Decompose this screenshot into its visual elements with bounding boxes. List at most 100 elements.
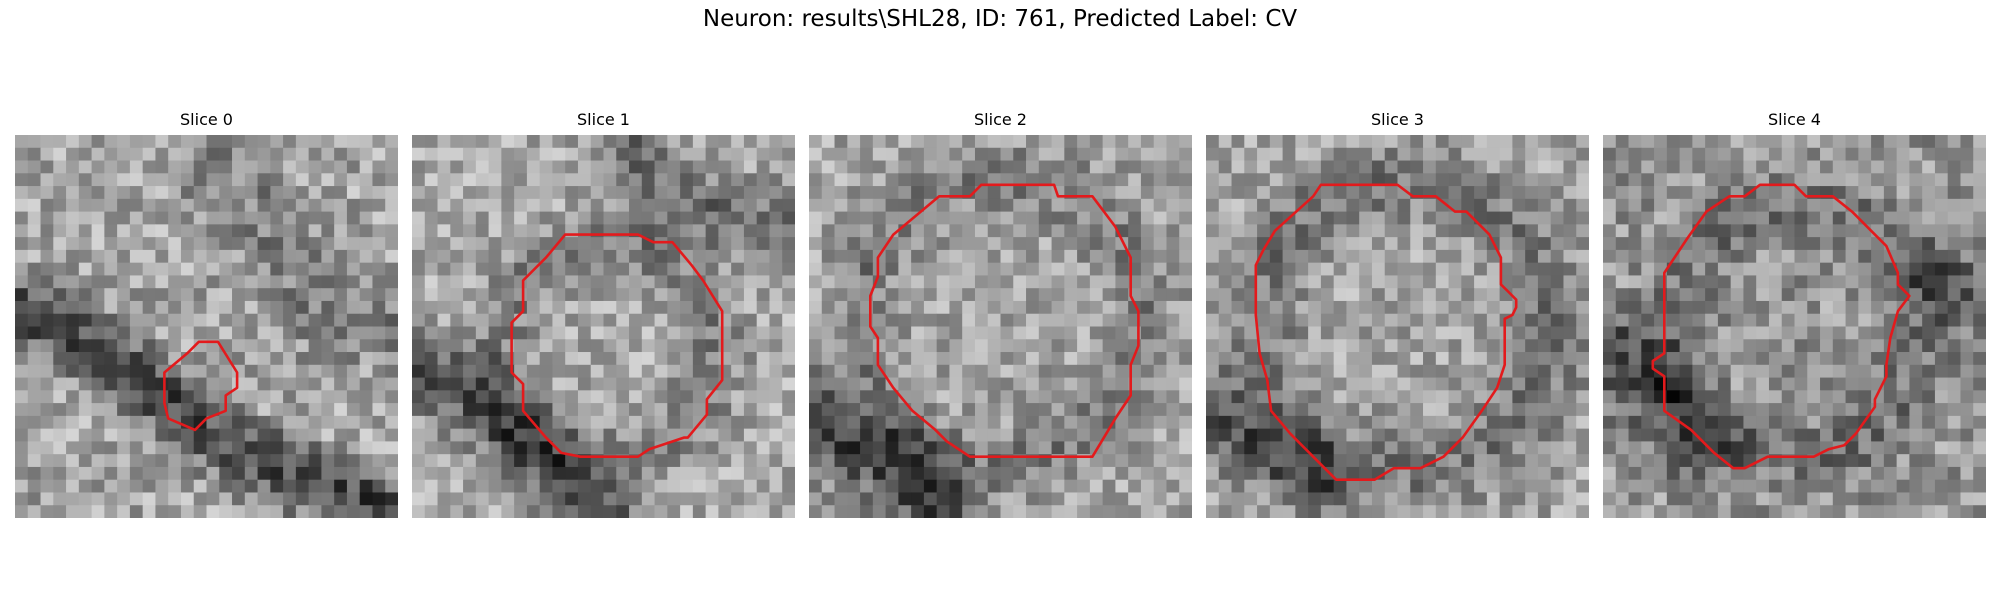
pixel: [1397, 300, 1411, 315]
pixel: [27, 173, 41, 187]
pixel: [590, 505, 604, 518]
pixel: [974, 428, 989, 442]
pixel: [1000, 186, 1014, 200]
pixel: [1512, 249, 1526, 264]
pixel: [1525, 275, 1539, 289]
pixel: [1641, 160, 1655, 174]
pixel: [1845, 288, 1859, 302]
pixel: [295, 262, 310, 276]
pixel: [295, 415, 310, 430]
pixel: [809, 313, 823, 327]
pixel: [1666, 364, 1680, 378]
pixel: [1832, 173, 1846, 187]
pixel: [1705, 390, 1719, 404]
pixel: [898, 186, 912, 200]
pixel: [1563, 160, 1577, 174]
pixel: [1115, 390, 1129, 404]
pixel: [308, 300, 322, 315]
pixel: [475, 224, 489, 238]
pixel: [539, 160, 553, 174]
pixel: [577, 326, 592, 340]
pixel: [1295, 173, 1309, 187]
pixel: [743, 377, 758, 391]
pixel: [1384, 147, 1398, 161]
pixel: [1077, 479, 1091, 493]
pixel: [334, 198, 348, 212]
pixel: [1717, 275, 1732, 289]
pixel: [1308, 198, 1322, 212]
pixel: [117, 492, 131, 506]
pixel: [463, 288, 477, 302]
pixel: [488, 505, 502, 518]
pixel: [91, 364, 105, 378]
pixel: [756, 313, 770, 327]
pixel: [1423, 262, 1437, 276]
pixel: [1563, 211, 1577, 225]
pixel: [809, 275, 823, 289]
pixel: [155, 186, 169, 200]
pixel: [1346, 479, 1360, 493]
pixel: [923, 377, 938, 391]
pixel: [1000, 288, 1014, 302]
pixel: [1973, 454, 1986, 468]
pixel: [27, 492, 41, 506]
pixel: [756, 160, 770, 174]
pixel: [270, 352, 284, 366]
pixel: [257, 211, 271, 225]
pixel: [1576, 135, 1589, 149]
pixel: [1384, 505, 1398, 518]
pixel: [346, 313, 361, 327]
pixel: [667, 492, 681, 506]
pixel: [1359, 147, 1373, 161]
pixel: [1692, 198, 1706, 212]
pixel: [15, 313, 29, 327]
pixel: [437, 339, 451, 353]
pixel: [244, 339, 258, 353]
pixel: [15, 237, 29, 251]
pixel: [603, 479, 617, 493]
pixel: [15, 186, 29, 200]
pixel: [1077, 135, 1091, 149]
pixel: [1768, 237, 1783, 251]
pixel: [155, 492, 169, 506]
pixel: [834, 173, 848, 187]
pixel: [270, 441, 284, 455]
pixel: [1038, 160, 1052, 174]
pixel: [974, 237, 989, 251]
pixel: [731, 415, 745, 430]
pixel: [1435, 211, 1449, 225]
pixel: [731, 326, 745, 340]
pixel: [872, 160, 886, 174]
pixel: [1525, 173, 1539, 187]
pixel: [1051, 173, 1065, 187]
pixel: [437, 454, 451, 468]
pixel: [1743, 147, 1757, 161]
pixel: [1461, 224, 1475, 238]
pixel: [1922, 415, 1936, 430]
pixel: [283, 339, 297, 353]
pixel: [295, 135, 310, 149]
pixel: [1218, 390, 1232, 404]
pixel: [1346, 237, 1360, 251]
pixel: [1128, 173, 1142, 187]
pixel: [385, 390, 398, 404]
pixel: [1359, 160, 1373, 174]
pixel: [526, 249, 541, 264]
pixel: [705, 505, 719, 518]
pixel: [1410, 339, 1424, 353]
pixel: [219, 224, 233, 238]
pixel: [860, 211, 874, 225]
pixel: [1410, 390, 1424, 404]
pixel: [1512, 211, 1526, 225]
pixel: [1768, 135, 1783, 149]
pixel: [514, 479, 528, 493]
pixel: [372, 198, 386, 212]
pixel: [1486, 147, 1501, 161]
pixel: [987, 211, 1001, 225]
pixel: [450, 352, 464, 366]
pixel: [283, 428, 297, 442]
pixel: [1089, 339, 1104, 353]
pixel: [898, 326, 912, 340]
pixel: [1768, 492, 1783, 506]
pixel: [1295, 288, 1309, 302]
